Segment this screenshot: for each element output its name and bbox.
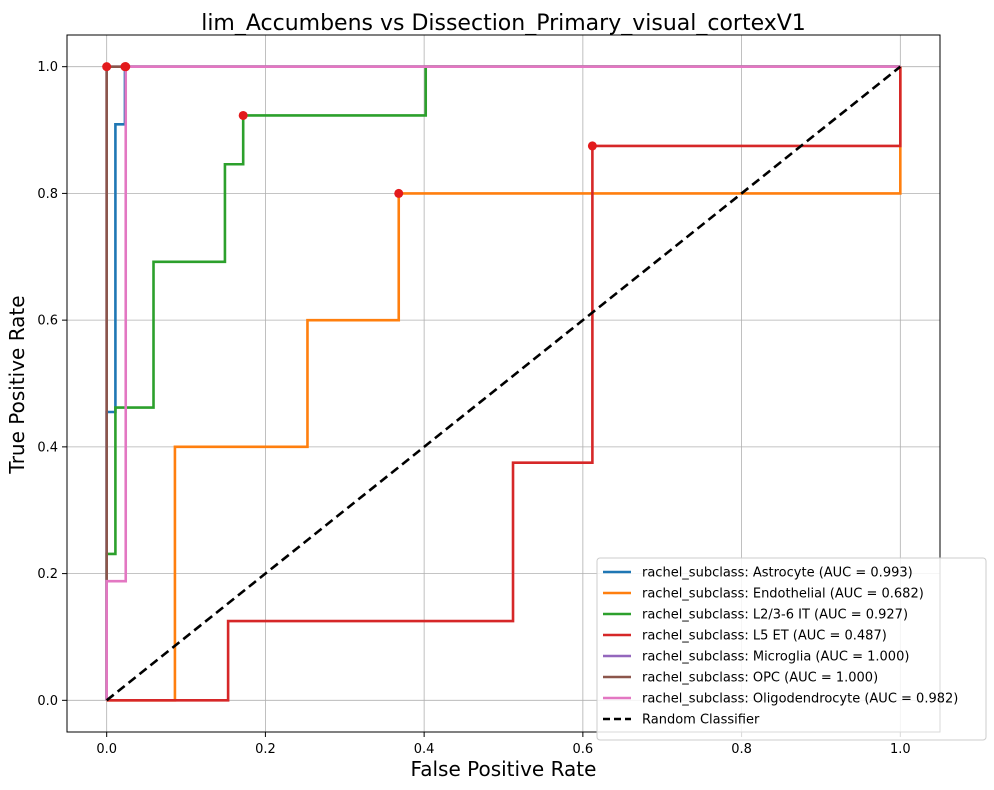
legend-label: Random Classifier [642,713,760,728]
series-line-2 [106,66,902,702]
y-tick-label: 0.6 [37,314,58,329]
legend: rachel_subclass: Astrocyte (AUC = 0.993)… [596,557,987,741]
threshold-marker [121,62,131,72]
threshold-markers [102,62,597,198]
legend-label: rachel_subclass: Endothelial (AUC = 0.68… [642,587,924,602]
x-tick-label: 0.4 [414,742,435,757]
random-classifier-line [105,65,902,702]
x-tick-label: 1.0 [890,742,911,757]
y-tick-label: 1.0 [37,60,58,75]
series-line-4 [106,66,902,702]
legend-label: rachel_subclass: Microglia (AUC = 1.000) [642,650,909,665]
x-tick-label: 0.2 [255,742,276,757]
x-axis-label: False Positive Rate [411,757,597,781]
y-tick-label: 0.2 [37,567,58,582]
x-tick-label: 0.0 [96,742,117,757]
series-line-3 [105,65,901,701]
legend-label: rachel_subclass: Oligodendrocyte (AUC = … [642,692,958,707]
legend-label: rachel_subclass: L2/3-6 IT (AUC = 0.927) [642,608,908,623]
threshold-marker [238,110,248,120]
threshold-marker [394,188,404,198]
legend-box [596,557,987,741]
y-tick-label: 0.4 [37,440,58,455]
legend-label: rachel_subclass: Astrocyte (AUC = 0.993) [642,566,913,581]
x-tick-label: 0.8 [731,742,752,757]
legend-label: rachel_subclass: OPC (AUC = 1.000) [642,671,878,686]
y-tick-label: 0.8 [37,187,58,202]
x-tick-label: 0.6 [573,742,594,757]
reference-line [105,65,902,702]
legend-label: rachel_subclass: L5 ET (AUC = 0.487) [642,629,887,644]
chart-title: lim_Accumbens vs Dissection_Primary_visu… [201,11,806,36]
threshold-marker [587,141,597,151]
y-axis-label: True Positive Rate [5,295,29,474]
y-tick-label: 0.0 [37,694,58,709]
plot-frame [66,34,941,733]
series-line-7 [105,65,901,701]
axis-ticks: 0.0 0.2 0.4 0.6 0.8 1.0 0.0 0.2 0.4 0.6 0.8 1.0 [37,60,910,757]
threshold-marker [102,62,112,72]
